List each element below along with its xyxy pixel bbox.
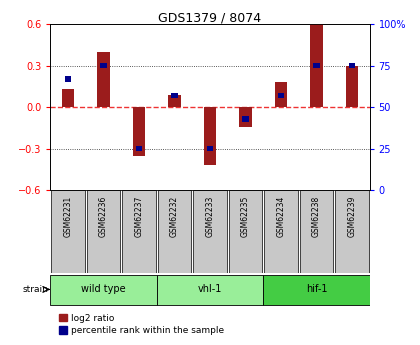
Bar (133, 107, 145, 156)
Bar (300, 190, 333, 273)
Legend: log2 ratio, percentile rank within the sample: log2 ratio, percentile rank within the s… (55, 310, 228, 339)
Text: GSM62233: GSM62233 (205, 196, 215, 237)
Bar (157, 275, 263, 305)
Bar (207, 146, 213, 151)
Bar (349, 63, 355, 68)
Text: GSM62232: GSM62232 (170, 196, 179, 237)
Text: GSM62234: GSM62234 (276, 196, 286, 237)
Bar (65, 76, 71, 82)
Bar (52, 190, 85, 273)
Bar (100, 63, 107, 68)
Bar (87, 190, 120, 273)
Text: hif-1: hif-1 (306, 284, 327, 294)
Bar (62, 89, 74, 107)
Bar (310, 24, 323, 107)
Bar (122, 190, 156, 273)
Bar (239, 107, 252, 127)
Bar (264, 190, 298, 273)
Text: vhl-1: vhl-1 (198, 284, 222, 294)
Bar (136, 146, 142, 151)
Bar (168, 95, 181, 107)
Bar (204, 107, 216, 165)
Text: GSM62231: GSM62231 (64, 196, 73, 237)
Text: GSM62237: GSM62237 (134, 196, 144, 237)
Text: wild type: wild type (81, 284, 126, 294)
Bar (229, 190, 262, 273)
Title: GDS1379 / 8074: GDS1379 / 8074 (158, 11, 262, 24)
Bar (263, 275, 370, 305)
Bar (171, 93, 178, 98)
Bar (193, 190, 227, 273)
Bar (275, 82, 287, 107)
Bar (335, 190, 368, 273)
Text: strain: strain (22, 285, 48, 294)
Bar (50, 275, 157, 305)
Bar (97, 52, 110, 107)
Bar (158, 190, 191, 273)
Bar (278, 93, 284, 98)
Bar (313, 63, 320, 68)
Text: GSM62239: GSM62239 (347, 196, 356, 237)
Bar (242, 116, 249, 121)
Text: GSM62238: GSM62238 (312, 196, 321, 237)
Text: GSM62236: GSM62236 (99, 196, 108, 237)
Bar (346, 66, 358, 107)
Text: GSM62235: GSM62235 (241, 196, 250, 237)
